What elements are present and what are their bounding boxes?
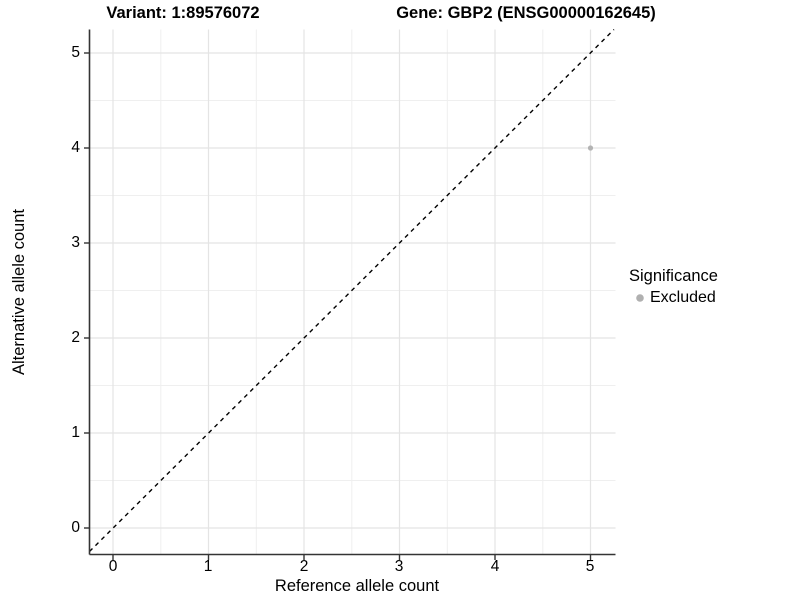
legend-item-label: Excluded bbox=[650, 289, 716, 306]
identity-reference-line bbox=[89, 29, 615, 552]
data-point bbox=[587, 145, 594, 151]
plot-title-gene: Gene: GBP2 (ENSG00000162645) bbox=[396, 4, 656, 22]
y-tick-label: 4 bbox=[71, 139, 80, 156]
legend-key-dot-icon bbox=[636, 294, 644, 302]
x-axis-tick-marks bbox=[112, 554, 592, 560]
x-axis-title: Reference allele count bbox=[274, 577, 440, 595]
y-axis-tick-marks bbox=[84, 52, 90, 529]
legend: Significance Excluded bbox=[629, 266, 794, 307]
y-tick-label: 0 bbox=[71, 519, 80, 536]
axis-lines bbox=[88, 29, 616, 556]
plot-title-variant: Variant: 1:89576072 bbox=[106, 4, 260, 22]
x-tick-label: 2 bbox=[299, 558, 309, 575]
x-tick-label: 1 bbox=[203, 558, 213, 575]
y-tick-label: 1 bbox=[71, 424, 80, 441]
grid-major bbox=[89, 29, 616, 555]
x-tick-label: 0 bbox=[108, 558, 118, 575]
x-tick-label: 5 bbox=[585, 558, 595, 575]
y-tick-label: 3 bbox=[71, 234, 80, 251]
y-tick-label: 5 bbox=[71, 44, 80, 61]
legend-title: Significance bbox=[629, 267, 718, 285]
x-tick-label: 4 bbox=[490, 558, 500, 575]
y-axis-title: Alternative allele count bbox=[10, 209, 28, 376]
y-tick-label: 2 bbox=[71, 329, 80, 346]
x-tick-label: 3 bbox=[394, 558, 404, 575]
grid-minor bbox=[89, 29, 616, 555]
legend-item-excluded: Excluded bbox=[629, 289, 794, 307]
